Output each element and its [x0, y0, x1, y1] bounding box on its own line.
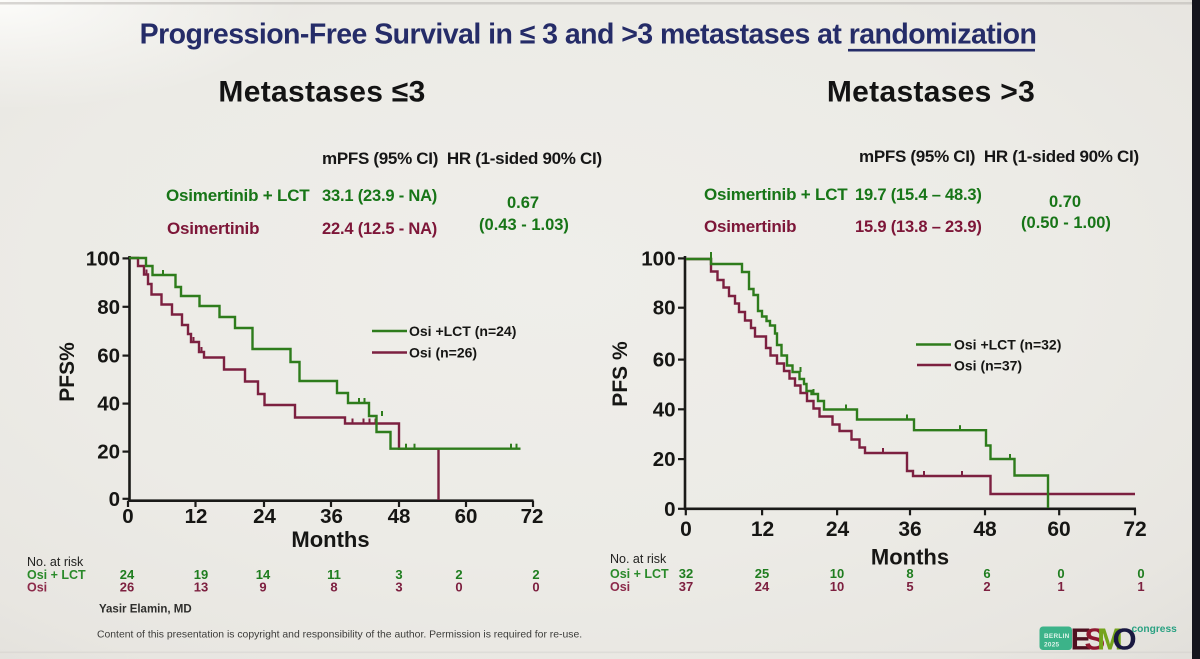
svg-text:2: 2 — [983, 579, 990, 594]
svg-text:S: S — [1085, 622, 1106, 657]
svg-text:M: M — [1097, 622, 1123, 657]
svg-text:60: 60 — [653, 349, 676, 372]
svg-text:0.67: 0.67 — [507, 194, 539, 212]
svg-text:3: 3 — [395, 580, 402, 595]
svg-text:8: 8 — [330, 580, 337, 595]
svg-text:9: 9 — [259, 580, 266, 595]
svg-text:15.9 (13.8 – 23.9): 15.9 (13.8 – 23.9) — [855, 218, 982, 236]
svg-text:8: 8 — [906, 566, 913, 581]
svg-text:0: 0 — [680, 518, 692, 541]
svg-text:E: E — [1071, 622, 1092, 657]
svg-text:Osi: Osi — [27, 581, 47, 595]
svg-text:1: 1 — [1137, 579, 1144, 594]
svg-text:Osi +LCT (n=32): Osi +LCT (n=32) — [954, 337, 1061, 353]
svg-text:O: O — [1113, 622, 1137, 657]
svg-text:12: 12 — [185, 505, 208, 528]
svg-text:0: 0 — [1057, 566, 1064, 581]
svg-text:72: 72 — [1123, 518, 1146, 541]
svg-text:26: 26 — [120, 580, 134, 595]
svg-text:37: 37 — [679, 579, 693, 594]
svg-text:48: 48 — [388, 505, 411, 528]
svg-text:12: 12 — [751, 518, 774, 541]
svg-text:2025: 2025 — [1044, 642, 1060, 649]
svg-text:2: 2 — [455, 567, 462, 582]
svg-text:Osimertinib: Osimertinib — [167, 219, 259, 238]
svg-text:40: 40 — [97, 393, 120, 416]
svg-text:Osimertinib + LCT: Osimertinib + LCT — [166, 186, 310, 205]
svg-text:80: 80 — [653, 297, 676, 320]
svg-text:20: 20 — [653, 448, 676, 471]
svg-text:25: 25 — [755, 566, 769, 581]
svg-text:24: 24 — [120, 567, 135, 582]
svg-text:80: 80 — [97, 296, 120, 319]
svg-text:Months: Months — [291, 527, 369, 552]
svg-text:mPFS (95% CI) HR (1-sided 90%: mPFS (95% CI) HR (1-sided 90% CI) — [859, 147, 1139, 166]
svg-text:0.70: 0.70 — [1049, 193, 1081, 211]
svg-text:1: 1 — [1057, 579, 1064, 594]
svg-text:0: 0 — [122, 505, 133, 528]
svg-text:Osi (n=37): Osi (n=37) — [954, 358, 1022, 374]
svg-text:(0.50 - 1.00): (0.50 - 1.00) — [1021, 214, 1111, 232]
svg-text:Months: Months — [871, 545, 949, 570]
svg-text:2: 2 — [532, 567, 539, 582]
svg-text:5: 5 — [906, 579, 913, 594]
svg-text:19.7 (15.4 – 48.3): 19.7 (15.4 – 48.3) — [855, 186, 982, 204]
svg-text:22.4 (12.5 - NA): 22.4 (12.5 - NA) — [322, 220, 437, 238]
svg-text:PFS %: PFS % — [609, 341, 632, 407]
svg-text:No. at risk: No. at risk — [27, 555, 84, 569]
svg-text:10: 10 — [830, 579, 844, 594]
svg-text:Content of this presentation i: Content of this presentation is copyrigh… — [97, 630, 582, 641]
svg-text:32: 32 — [679, 566, 693, 581]
svg-text:mPFS (95% CI) HR (1-sided 90%: mPFS (95% CI) HR (1-sided 90% CI) — [322, 149, 602, 168]
svg-text:0: 0 — [664, 498, 675, 521]
svg-text:Progression-Free Survival in ≤: Progression-Free Survival in ≤ 3 and >3 … — [140, 19, 1037, 51]
svg-text:72: 72 — [521, 505, 544, 528]
svg-text:36: 36 — [898, 518, 921, 541]
svg-text:36: 36 — [320, 505, 343, 528]
svg-text:24: 24 — [253, 505, 276, 528]
svg-text:20: 20 — [97, 441, 120, 464]
svg-text:No. at risk: No. at risk — [610, 552, 667, 566]
svg-text:60: 60 — [455, 505, 478, 528]
svg-text:11: 11 — [327, 567, 341, 582]
svg-text:6: 6 — [983, 566, 990, 581]
svg-text:40: 40 — [653, 398, 676, 421]
svg-text:Osi +LCT (n=24): Osi +LCT (n=24) — [409, 323, 516, 339]
svg-text:0: 0 — [109, 488, 120, 511]
svg-text:Osi (n=26): Osi (n=26) — [409, 345, 477, 361]
svg-text:(0.43 - 1.03): (0.43 - 1.03) — [479, 216, 569, 234]
svg-text:100: 100 — [641, 248, 675, 271]
svg-text:Osi + LCT: Osi + LCT — [27, 568, 86, 582]
svg-text:Osimertinib + LCT: Osimertinib + LCT — [704, 185, 848, 204]
svg-text:60: 60 — [97, 345, 120, 368]
svg-text:0: 0 — [532, 580, 539, 595]
svg-text:PFS%: PFS% — [56, 342, 79, 402]
svg-text:Metastases ≤3: Metastases ≤3 — [218, 76, 425, 109]
svg-text:24: 24 — [755, 579, 770, 594]
svg-text:Osi: Osi — [610, 580, 630, 594]
svg-text:Osimertinib: Osimertinib — [704, 217, 796, 236]
svg-text:3: 3 — [395, 567, 402, 582]
svg-text:48: 48 — [973, 518, 997, 541]
svg-text:congress: congress — [1132, 624, 1178, 635]
svg-text:33.1 (23.9 - NA): 33.1 (23.9 - NA) — [322, 187, 437, 205]
svg-text:0: 0 — [1137, 566, 1144, 581]
svg-text:24: 24 — [826, 518, 850, 541]
svg-text:10: 10 — [830, 566, 844, 581]
svg-text:BERLIN: BERLIN — [1044, 633, 1070, 640]
svg-text:Yasir Elamin, MD: Yasir Elamin, MD — [99, 604, 192, 616]
svg-text:100: 100 — [86, 248, 120, 271]
svg-text:Osi + LCT: Osi + LCT — [610, 567, 669, 581]
svg-text:13: 13 — [194, 580, 208, 595]
svg-text:0: 0 — [455, 580, 462, 595]
svg-text:Metastases >3: Metastases >3 — [827, 76, 1035, 109]
svg-text:60: 60 — [1047, 518, 1070, 541]
svg-text:19: 19 — [194, 567, 208, 582]
svg-text:14: 14 — [256, 567, 271, 582]
